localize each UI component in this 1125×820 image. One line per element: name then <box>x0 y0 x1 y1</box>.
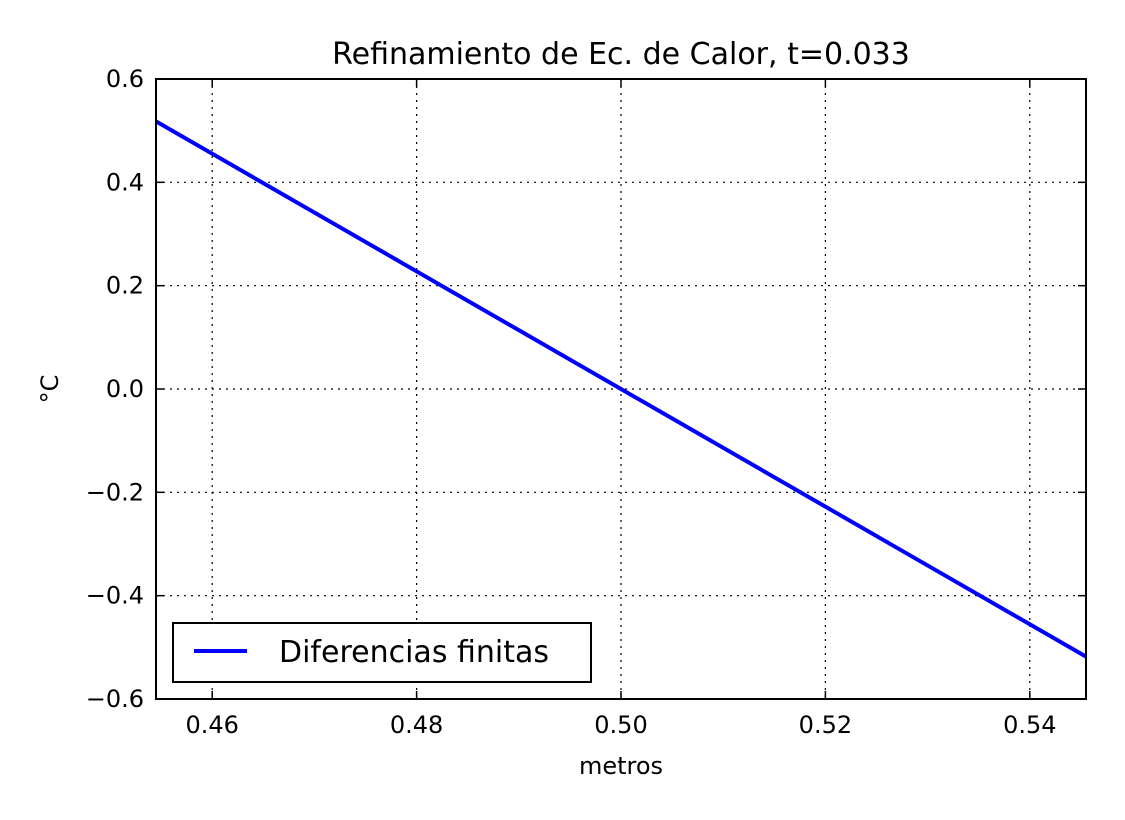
plot-area <box>155 119 1087 659</box>
y-tick-label: 0.6 <box>106 65 144 93</box>
y-tick-label: −0.2 <box>86 478 144 506</box>
y-tick-label: 0.0 <box>106 375 144 403</box>
legend: Diferencias finitas <box>172 622 592 683</box>
x-tick-label: 0.48 <box>390 711 443 739</box>
series-line <box>155 119 1087 659</box>
chart-title: Refinamiento de Ec. de Calor, t=0.033 <box>332 37 910 72</box>
y-axis-label: °C <box>36 375 64 404</box>
x-tick-label: 0.46 <box>185 711 238 739</box>
y-tick-label: 0.2 <box>106 272 144 300</box>
y-tick-label: 0.4 <box>106 168 144 196</box>
x-tick-label: 0.50 <box>594 711 647 739</box>
x-tick-label: 0.52 <box>799 711 852 739</box>
y-tick-labels: 0.6 0.4 0.2 0.0 −0.2 −0.4 −0.6 <box>86 65 144 713</box>
x-tick-labels: 0.46 0.48 0.50 0.52 0.54 <box>185 711 1056 739</box>
x-axis-label: metros <box>579 752 663 780</box>
x-tick-label: 0.54 <box>1003 711 1056 739</box>
tick-marks <box>156 78 1086 700</box>
y-tick-label: −0.4 <box>86 582 144 610</box>
y-tick-label: −0.6 <box>86 685 144 713</box>
legend-label: Diferencias finitas <box>279 635 549 670</box>
